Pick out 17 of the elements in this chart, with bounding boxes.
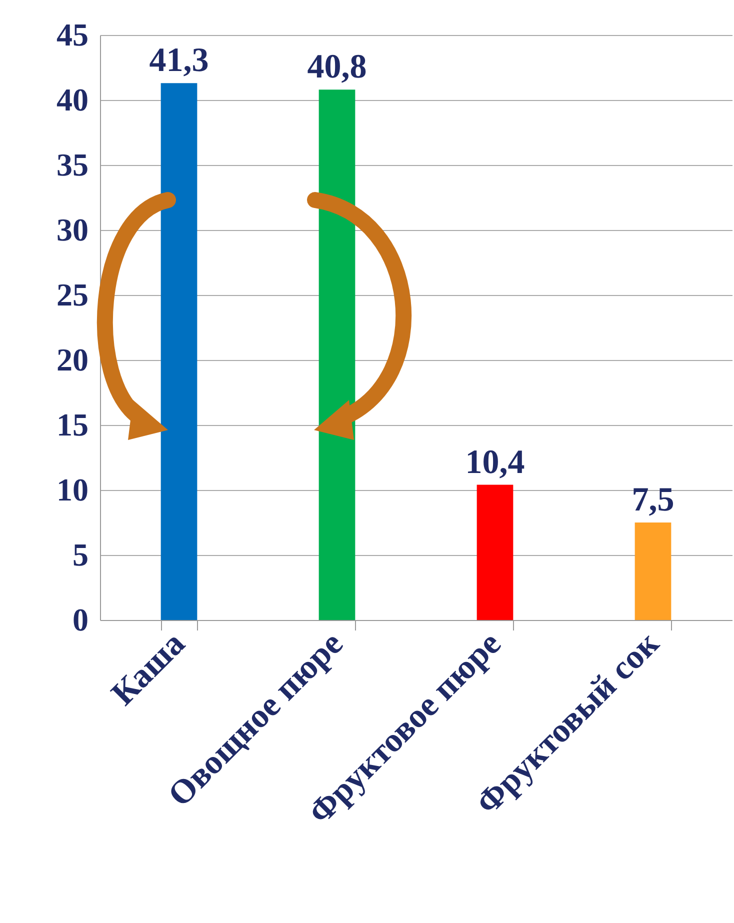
y-tick-label: 5 (72, 536, 88, 572)
data-label: 10,4 (465, 444, 525, 481)
data-label: 41,3 (149, 42, 209, 80)
y-tick-label: 20 (56, 342, 88, 378)
y-tick-label: 35 (56, 146, 88, 182)
bar (634, 522, 672, 620)
y-tick-label: 25 (56, 276, 88, 312)
bar (476, 484, 514, 620)
y-tick-label: 0 (72, 602, 88, 638)
y-tick-label: 30 (56, 212, 88, 248)
y-tick-label: 45 (56, 16, 88, 52)
y-tick-label: 10 (56, 472, 88, 508)
bar (160, 83, 198, 620)
data-label: 7,5 (632, 482, 674, 518)
y-tick-label: 15 (56, 406, 88, 442)
data-label: 40,8 (307, 48, 367, 86)
y-tick-label: 40 (56, 82, 88, 118)
